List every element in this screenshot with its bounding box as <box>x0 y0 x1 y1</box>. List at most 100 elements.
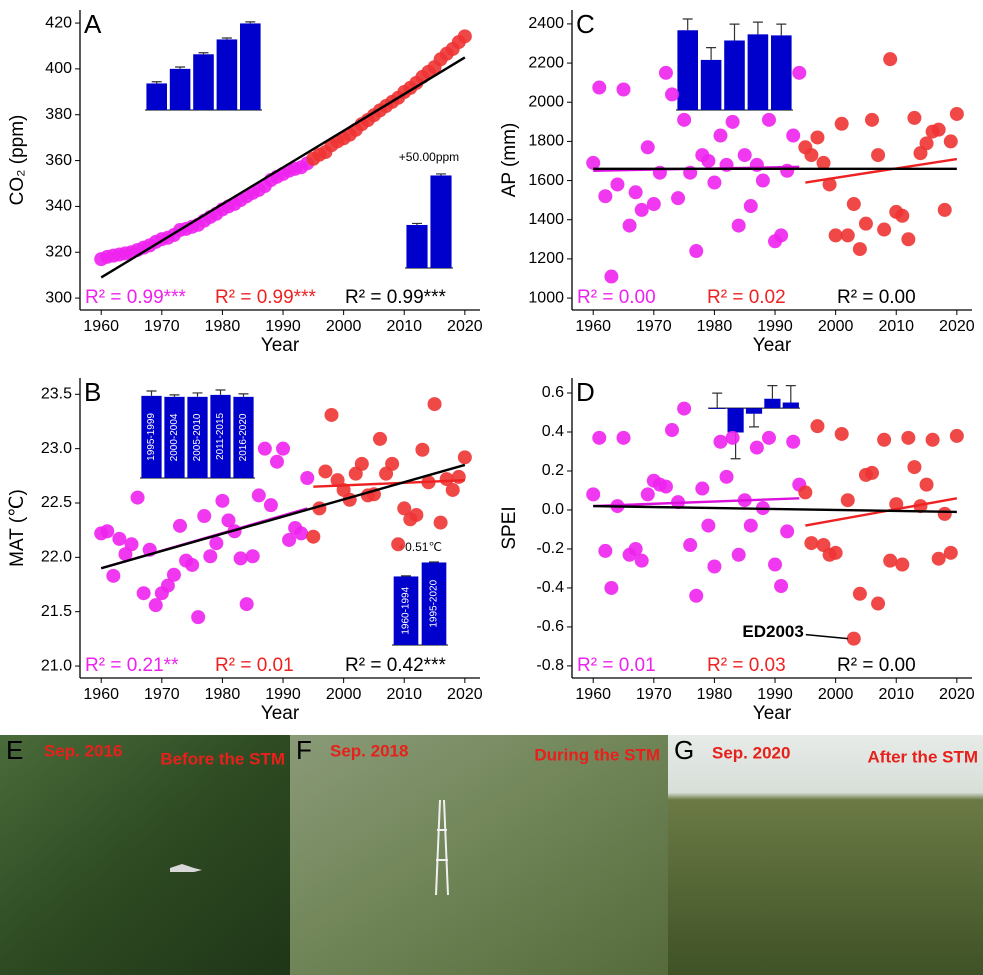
data-point <box>713 128 728 143</box>
error-bar <box>146 390 157 396</box>
data-point <box>883 52 898 67</box>
y-tick-label: 1200 <box>528 250 564 267</box>
y-tick-label: 0.6 <box>542 384 564 401</box>
data-point <box>658 65 673 80</box>
y-tick-label: -0.6 <box>536 618 564 635</box>
x-axis-label: Year <box>753 703 792 724</box>
r2-label: R² = 0.99*** <box>85 287 186 308</box>
inset-bar <box>677 30 698 111</box>
inset-bar <box>169 68 191 110</box>
inset-category: 1960-1994 <box>401 586 412 634</box>
data-point <box>598 189 613 204</box>
data-point <box>786 434 801 449</box>
data-point <box>415 442 430 457</box>
x-tick-label: 1960 <box>83 318 119 335</box>
fit-line <box>805 497 958 527</box>
x-tick-label: 2010 <box>386 686 422 703</box>
data-point <box>592 80 607 95</box>
data-point <box>731 547 746 562</box>
data-point <box>409 507 424 522</box>
inset-bar <box>724 40 745 110</box>
data-point <box>257 441 272 456</box>
y-tick-label: 21.0 <box>41 657 72 674</box>
x-tick-label: 2020 <box>939 686 975 703</box>
x-tick-label: 1990 <box>265 318 301 335</box>
r2-label: R² = 0.01 <box>215 655 294 676</box>
data-point <box>852 586 867 601</box>
data-point <box>743 518 758 533</box>
data-point <box>925 432 940 447</box>
y-tick-label: 2000 <box>528 93 564 110</box>
photo-date: Sep. 2018 <box>330 741 408 760</box>
x-tick-label: 1980 <box>697 318 733 335</box>
inset-bar <box>745 408 763 414</box>
data-point <box>725 430 740 445</box>
data-point <box>209 536 224 551</box>
data-point <box>774 228 789 243</box>
data-point <box>294 526 309 541</box>
data-point <box>628 541 643 556</box>
inset-bar <box>430 175 452 268</box>
inset-bar <box>764 398 781 409</box>
data-point <box>877 432 892 447</box>
r2-label: R² = 0.00 <box>837 655 916 676</box>
data-point <box>846 197 861 212</box>
fit-line <box>805 157 958 184</box>
data-point <box>907 110 922 125</box>
photo-caption: After the STM <box>868 747 979 766</box>
data-point <box>743 199 758 214</box>
x-tick-label: 1970 <box>636 318 672 335</box>
data-point <box>858 216 873 231</box>
data-point <box>871 148 886 163</box>
inset-bar <box>141 395 162 478</box>
y-tick-label: 400 <box>45 60 72 77</box>
data-point <box>943 134 958 149</box>
y-tick-label: 23.5 <box>41 386 72 403</box>
data-point <box>931 122 946 137</box>
data-point <box>318 464 333 479</box>
data-point <box>221 513 236 528</box>
data-point <box>828 228 843 243</box>
y-tick-label: 1800 <box>528 133 564 150</box>
data-point <box>148 598 163 613</box>
y-tick-label: 320 <box>45 243 72 260</box>
fit-line <box>313 478 465 488</box>
data-point <box>810 419 825 434</box>
y-tick-label: -0.2 <box>536 540 564 557</box>
y-tick-label: 2200 <box>528 54 564 71</box>
data-point <box>828 545 843 560</box>
photo-caption: During the STM <box>534 745 660 764</box>
data-point <box>457 29 472 44</box>
y-tick-label: -0.8 <box>536 657 564 674</box>
data-point <box>616 82 631 97</box>
data-point <box>173 518 187 533</box>
error-bar <box>245 21 256 24</box>
data-point <box>233 551 248 566</box>
data-point <box>276 441 291 456</box>
y-tick-label: 0.2 <box>542 462 564 479</box>
y-tick-label: 22.0 <box>41 549 72 566</box>
data-point <box>907 460 922 475</box>
data-point <box>665 423 679 438</box>
y-tick-label: 0.4 <box>542 423 564 440</box>
inset-bar <box>216 39 238 110</box>
data-point <box>586 155 601 170</box>
photo-letter: E <box>6 735 23 765</box>
data-point <box>385 456 400 471</box>
data-point <box>671 191 686 206</box>
data-point <box>445 482 460 497</box>
r2-label: R² = 0.00 <box>837 287 916 308</box>
y-tick-label: 340 <box>45 198 72 215</box>
data-point <box>634 202 649 217</box>
x-tick-label: 1990 <box>757 318 793 335</box>
y-tick-label: 1000 <box>528 289 564 306</box>
y-axis-label: AP (mm) <box>499 123 520 198</box>
r2-label: R² = 0.01 <box>577 655 656 676</box>
data-point <box>239 597 254 612</box>
data-point <box>871 596 886 611</box>
inset-bar <box>421 562 447 645</box>
error-bar <box>412 222 422 225</box>
inset-category: 1995-1999 <box>146 413 157 461</box>
data-point <box>616 430 631 445</box>
data-point <box>112 531 127 546</box>
